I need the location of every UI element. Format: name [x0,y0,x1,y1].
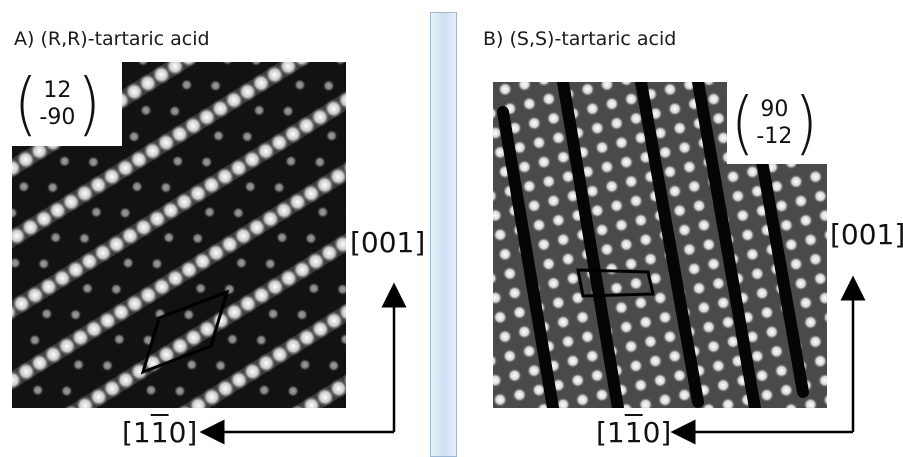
left-paren: ( [14,63,38,145]
right-paren: ) [77,63,101,145]
panel-divider [430,12,457,457]
matrix-notation-b: ( 90 -12 ) [727,82,827,164]
unit-cell-outline-a [140,289,230,375]
matrix-a-top: 12 [43,78,72,103]
axis-label-001-b: [001] [830,218,903,251]
unit-cell-outline-b [576,268,655,298]
panel-b-title: B) (S,S)-tartaric acid [483,28,677,50]
panel-a-title: A) (R,R)-tartaric acid [14,28,210,50]
left-paren: ( [731,82,755,164]
right-paren: ) [794,82,818,164]
matrix-b-bottom: -12 [756,124,793,149]
axis-label-001-a: [001] [350,226,426,259]
matrix-notation-a: ( 12 -90 ) [12,62,122,146]
axis-label-110-b: [110] [596,416,672,449]
matrix-a-bottom: -90 [39,105,76,130]
matrix-b-top: 90 [760,97,789,122]
axis-label-110-a: [110] [122,416,198,449]
